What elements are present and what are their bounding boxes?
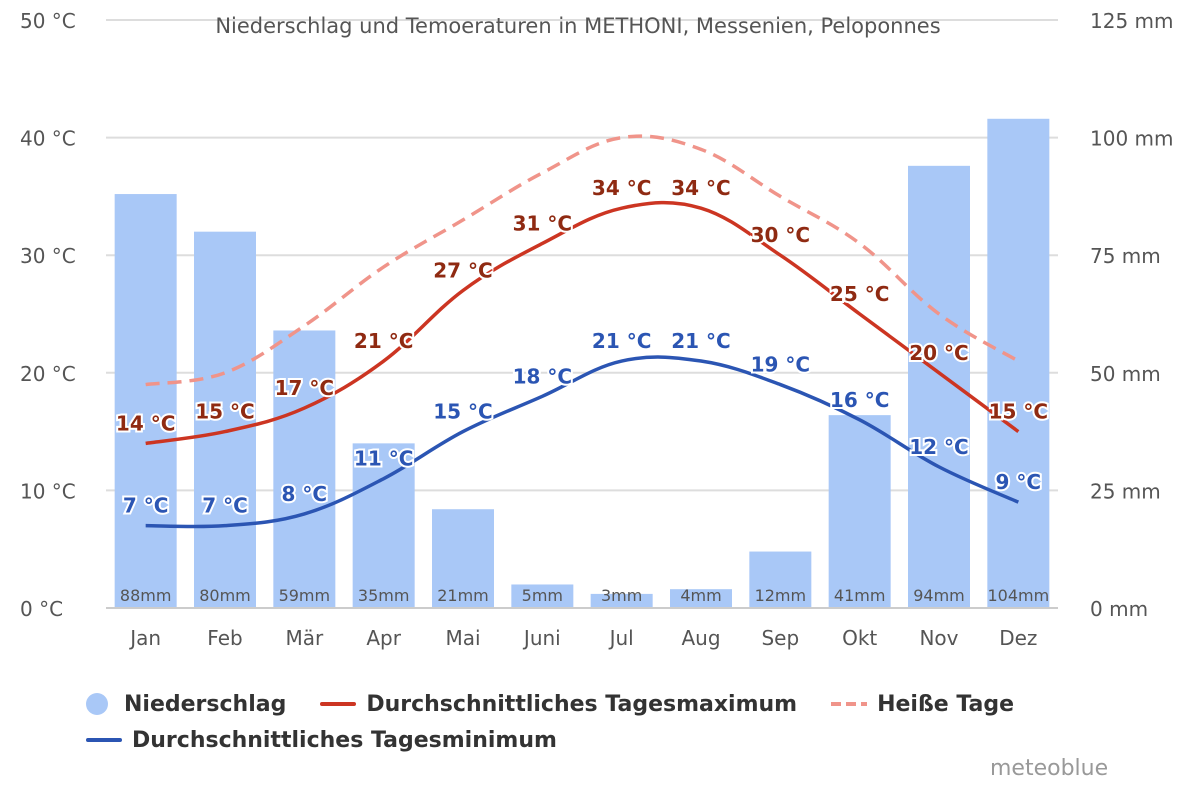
precip-bar: [114, 194, 177, 608]
tmin-data-label: 7 °C: [123, 494, 169, 518]
tmin-data-label: 15 °C: [433, 400, 492, 424]
precip-bar-label: 80mm: [199, 586, 251, 605]
x-tick-label: Dez: [999, 626, 1037, 650]
y-right-tick-label: 125 mm: [1090, 9, 1174, 33]
precip-bar: [670, 589, 732, 608]
legend-label-niederschlag: Niederschlag: [124, 691, 287, 717]
precip-bar: [828, 415, 891, 608]
tmin-data-label: 19 °C: [751, 353, 810, 377]
tmax-data-label: 15 °C: [195, 400, 254, 424]
x-tick-label: Feb: [207, 626, 242, 650]
label-layer: 88mm 80mm 59mm 35mm 21mm 5mm 3mm 4mm 12mm 41mm 94m…: [114, 174, 1050, 605]
precip-bar: [590, 593, 653, 608]
tmax-data-label: 34 °C: [671, 176, 730, 200]
tmin-data-label: 12 °C: [909, 435, 968, 459]
y-right-tick-label: 0 mm: [1090, 597, 1148, 621]
legend-item-tagesminimum[interactable]: Durchschnittliches Tagesminimum: [86, 728, 557, 753]
tmin-data-label: 16 °C: [830, 388, 889, 412]
tmax-data-label: 20 °C: [909, 341, 968, 365]
x-tick-label: Mai: [445, 626, 480, 650]
legend-row-2: Durchschnittliches Tagesminimum: [86, 722, 1086, 758]
precip-bar-label: 104mm: [987, 586, 1049, 605]
tmax-data-label: 25 °C: [830, 282, 889, 306]
y-right-tick-label: 100 mm: [1090, 127, 1174, 151]
y-left-tick-label: 10 °C: [20, 479, 76, 503]
precip-bar-label: 35mm: [358, 586, 410, 605]
precip-bar: [987, 118, 1050, 608]
tmax-data-label: 31 °C: [513, 211, 572, 235]
legend-label-heisse-tage: Heiße Tage: [877, 691, 1015, 717]
y-left-tick-label: 30 °C: [20, 244, 76, 268]
legend-item-niederschlag[interactable]: Niederschlag: [86, 692, 286, 717]
tmin-data-label: 18 °C: [513, 364, 572, 388]
legend-label-tagesmaximum: Durchschnittliches Tagesmaximum: [366, 691, 798, 717]
precip-bar-label: 94mm: [913, 586, 965, 605]
legend-dash-symbol: [831, 702, 868, 706]
legend-bar-symbol: [86, 693, 108, 715]
legend-row-1: Niederschlag Durchschnittliches Tagesmax…: [86, 686, 1086, 722]
legend-item-heisse-tage[interactable]: Heiße Tage: [831, 692, 1014, 717]
legend-line-symbol-blue: [86, 738, 122, 742]
precip-bar: [273, 330, 336, 608]
x-tick-label: Sep: [761, 626, 799, 650]
chart-title: Niederschlag und Temoeraturen in METHONI…: [215, 14, 940, 38]
x-tick-label: Mär: [285, 626, 324, 650]
y-right-tick-label: 25 mm: [1090, 479, 1161, 503]
tmax-line: [145, 200, 1020, 446]
tmin-data-label: 11 °C: [354, 447, 413, 471]
y-left-tick-label: 40 °C: [20, 127, 76, 151]
line-layer: [145, 134, 1020, 529]
tmin-data-label: 21 °C: [592, 329, 651, 353]
legend-item-tagesmaximum[interactable]: Durchschnittliches Tagesmaximum: [320, 692, 797, 717]
x-tick-label: Jul: [608, 626, 634, 650]
tmin-data-label: 7 °C: [202, 494, 248, 518]
x-tick-label: Nov: [919, 626, 958, 650]
y-left-tick-label: 50 °C: [20, 9, 76, 33]
legend: Niederschlag Durchschnittliches Tagesmax…: [86, 686, 1086, 758]
precip-bar: [194, 231, 256, 608]
hot-days-line: [145, 134, 1020, 387]
precip-bar-label: 5mm: [522, 586, 563, 605]
x-tick-label: Juni: [522, 626, 561, 650]
y-right-tick-label: 50 mm: [1090, 362, 1161, 386]
legend-label-tagesminimum: Durchschnittliches Tagesminimum: [132, 727, 557, 753]
brand-logo-text[interactable]: meteoblue: [990, 756, 1109, 781]
tmin-line: [145, 355, 1020, 529]
tmax-data-label: 34 °C: [592, 176, 651, 200]
precip-bar: [749, 551, 812, 608]
y-right-tick-label: 75 mm: [1090, 244, 1161, 268]
y-left-tick-label: 20 °C: [20, 362, 76, 386]
tmin-data-label: 8 °C: [282, 482, 328, 506]
bar-layer: [114, 118, 1050, 608]
x-tick-label: Apr: [366, 626, 401, 650]
tmax-data-label: 17 °C: [275, 376, 334, 400]
tmax-data-label: 14 °C: [116, 411, 175, 435]
x-tick-label: Okt: [842, 626, 877, 650]
axis-layer: 0 °C 10 °C 20 °C 30 °C 40 °C 50 °C 0 mm 25 mm 50…: [20, 9, 1174, 650]
x-tick-label: Jan: [128, 626, 161, 650]
precip-bar-label: 3mm: [601, 586, 642, 605]
y-left-tick-label: 0 °C: [20, 597, 63, 621]
tmax-data-label: 27 °C: [433, 258, 492, 282]
precip-bar-label: 59mm: [279, 586, 331, 605]
tmin-data-label: 9 °C: [996, 470, 1042, 494]
precip-bar-label: 21mm: [437, 586, 489, 605]
tmax-data-label: 21 °C: [354, 329, 413, 353]
precip-bar: [432, 509, 494, 608]
precip-bar-label: 88mm: [120, 586, 172, 605]
tmax-data-label: 30 °C: [751, 223, 810, 247]
x-tick-label: Aug: [681, 626, 720, 650]
tmax-data-label: 15 °C: [989, 400, 1048, 424]
precip-bar: [511, 584, 574, 608]
legend-line-symbol-red: [320, 702, 357, 706]
tmin-data-label: 21 °C: [671, 329, 730, 353]
precip-bar-label: 4mm: [680, 586, 721, 605]
precip-bar: [352, 443, 415, 608]
precip-bar-label: 12mm: [755, 586, 807, 605]
precip-bar-label: 41mm: [834, 586, 886, 605]
